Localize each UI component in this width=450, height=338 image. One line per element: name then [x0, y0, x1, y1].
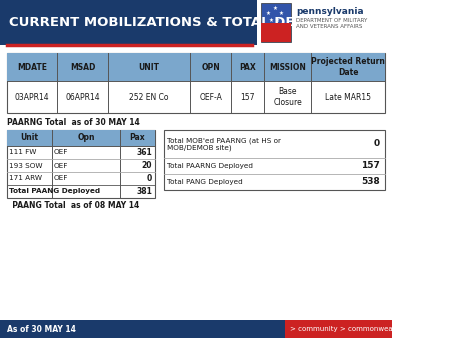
Text: Projected Return
Date: Projected Return Date [311, 57, 385, 77]
Text: 03APR14: 03APR14 [15, 93, 50, 101]
Text: 193 SOW: 193 SOW [9, 163, 42, 169]
Text: 361: 361 [136, 148, 152, 157]
FancyBboxPatch shape [261, 23, 292, 42]
Text: 111 FW: 111 FW [9, 149, 36, 155]
Text: OEF: OEF [54, 163, 68, 169]
Text: 171 ARW: 171 ARW [9, 175, 42, 182]
Text: OPN: OPN [201, 63, 220, 72]
Text: 538: 538 [361, 177, 380, 187]
FancyBboxPatch shape [0, 320, 392, 338]
Text: MSAD: MSAD [70, 63, 95, 72]
FancyBboxPatch shape [164, 130, 385, 190]
Text: PAX: PAX [239, 63, 256, 72]
Text: 0: 0 [374, 140, 380, 148]
Text: 381: 381 [136, 187, 152, 196]
Text: ★: ★ [273, 5, 277, 10]
Text: Opn: Opn [77, 134, 95, 143]
Text: OEF-A: OEF-A [199, 93, 222, 101]
FancyBboxPatch shape [7, 53, 385, 113]
Text: ★: ★ [279, 10, 284, 16]
FancyBboxPatch shape [7, 130, 155, 146]
Text: UNIT: UNIT [138, 63, 159, 72]
Text: Total PANG Deployed: Total PANG Deployed [167, 179, 243, 185]
Text: Total PAARNG Deployed: Total PAARNG Deployed [167, 163, 253, 169]
Text: PAARNG Total  as of 30 MAY 14: PAARNG Total as of 30 MAY 14 [7, 118, 140, 127]
Text: > community > commonwealth > country: > community > commonwealth > country [290, 326, 439, 332]
Text: MISSION: MISSION [269, 63, 306, 72]
Text: As of 30 MAY 14: As of 30 MAY 14 [7, 324, 76, 334]
Text: CURRENT MOBILIZATIONS & TOTAL DEPLOYMENTS: CURRENT MOBILIZATIONS & TOTAL DEPLOYMENT… [9, 17, 384, 29]
Text: PAANG Total  as of 08 MAY 14: PAANG Total as of 08 MAY 14 [7, 201, 139, 210]
FancyBboxPatch shape [0, 0, 392, 45]
Text: 157: 157 [361, 162, 380, 170]
FancyBboxPatch shape [256, 0, 392, 45]
Text: Total PAANG Deployed: Total PAANG Deployed [9, 189, 100, 194]
Text: pennsylvania: pennsylvania [296, 7, 364, 17]
Text: ★: ★ [275, 18, 280, 23]
Text: 06APR14: 06APR14 [65, 93, 100, 101]
Text: MDATE: MDATE [17, 63, 47, 72]
Text: Unit: Unit [21, 134, 39, 143]
FancyBboxPatch shape [7, 53, 385, 81]
Text: Total MOB'ed PAARNG (at HS or
MOB/DEMOB site): Total MOB'ed PAARNG (at HS or MOB/DEMOB … [167, 137, 281, 151]
Text: AND VETERANS AFFAIRS: AND VETERANS AFFAIRS [296, 24, 362, 28]
Text: Late MAR15: Late MAR15 [325, 93, 371, 101]
Text: ★: ★ [266, 10, 270, 16]
Text: 0: 0 [147, 174, 152, 183]
Text: ★: ★ [269, 18, 274, 23]
FancyBboxPatch shape [261, 3, 292, 42]
Text: OEF: OEF [54, 175, 68, 182]
Text: 157: 157 [240, 93, 255, 101]
Text: 20: 20 [142, 161, 152, 170]
Text: Base
Closure: Base Closure [273, 87, 302, 107]
FancyBboxPatch shape [285, 320, 392, 338]
Text: Pax: Pax [130, 134, 145, 143]
FancyBboxPatch shape [7, 130, 155, 198]
Text: OEF: OEF [54, 149, 68, 155]
Text: DEPARTMENT OF MILITARY: DEPARTMENT OF MILITARY [296, 18, 367, 23]
Text: 252 EN Co: 252 EN Co [129, 93, 169, 101]
